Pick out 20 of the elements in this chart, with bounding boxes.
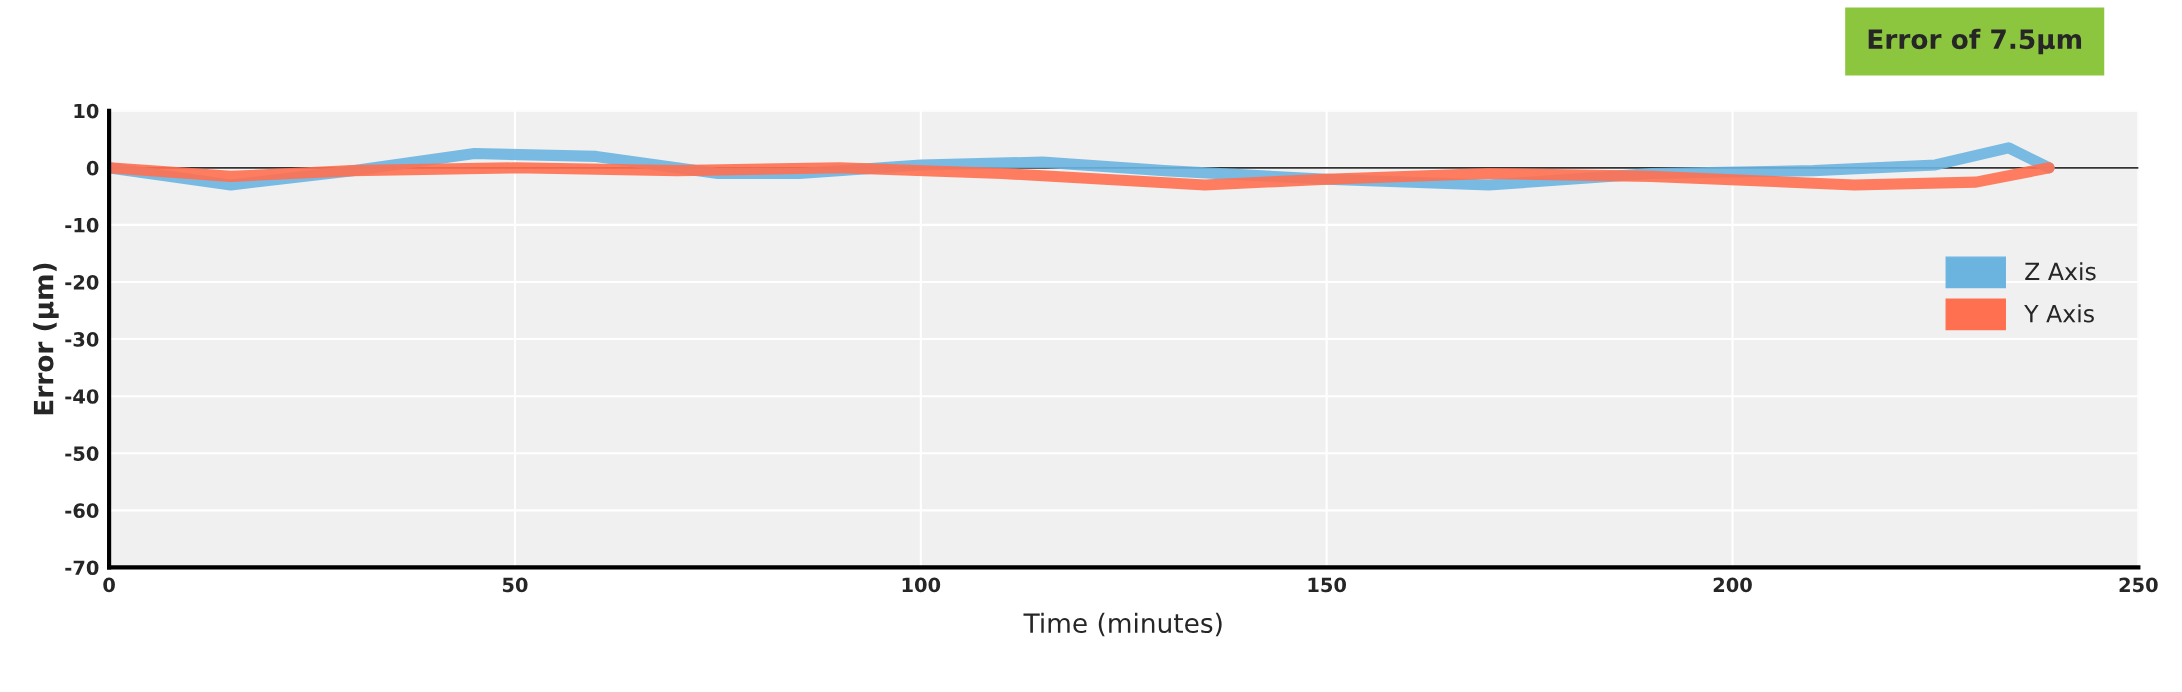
y-tick-label: -10 [65, 217, 99, 233]
x-tick-label: 150 [1308, 577, 1347, 593]
y-tick-label: -30 [65, 332, 99, 347]
legend-label: Y Axis [2024, 304, 2094, 323]
y-tick-label: -40 [65, 389, 99, 404]
x-tick-label: 50 [502, 577, 528, 593]
y-tick-label: 10 [74, 103, 99, 119]
y-tick-label: -70 [65, 560, 99, 576]
y-tick-label: -20 [65, 274, 99, 290]
text: Error of 7.5µm [1868, 28, 2082, 55]
y-tick-label: -60 [65, 503, 99, 519]
x-tick-label: 0 [103, 577, 115, 593]
legend-label: Z Axis [2025, 262, 2096, 281]
x-tick-label: 200 [1713, 577, 1752, 593]
y-axis-title: Error (µm) [33, 263, 59, 415]
y-tick-label: -50 [65, 446, 99, 461]
x-tick-label: 250 [2119, 577, 2158, 593]
x-axis-title: Time (minutes) [1023, 612, 1222, 637]
y-tick-label: 0 [86, 160, 99, 176]
x-tick-label: 100 [902, 577, 941, 593]
